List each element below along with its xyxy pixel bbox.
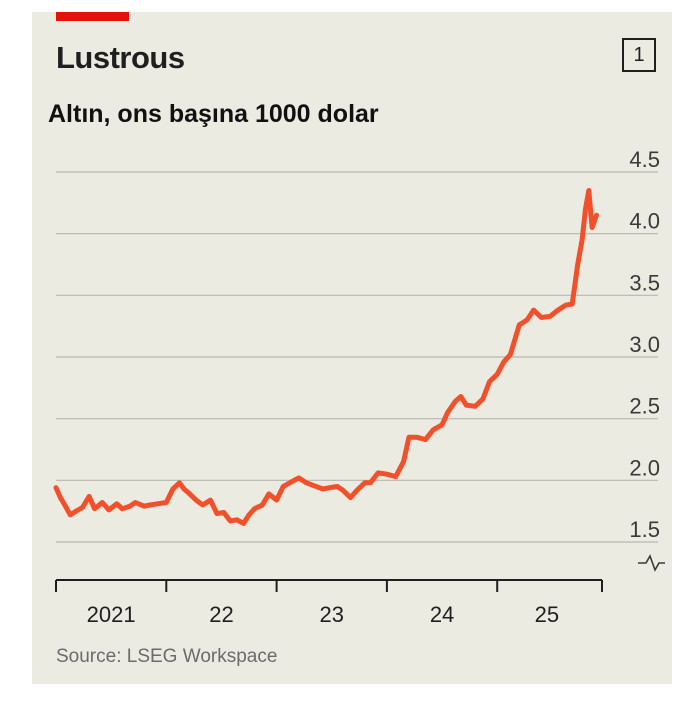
x-axis: 2021 22 23 24 25 (55, 579, 603, 627)
x-tick-label: 23 (320, 602, 344, 627)
brand-red-tag (56, 12, 129, 21)
x-tick-label: 25 (535, 602, 559, 627)
axis-break-mark (638, 554, 665, 572)
axis-break-icon (638, 554, 665, 572)
y-tick-label: 2.0 (629, 455, 660, 480)
x-tick-label: 2021 (87, 602, 136, 627)
x-tick-label: 22 (209, 602, 233, 627)
y-tick-label: 3.0 (629, 332, 660, 357)
series-layer (53, 188, 599, 526)
gold-price-line (53, 188, 599, 526)
chart-title: Lustrous (56, 40, 185, 75)
y-axis-ticks: 1.5 2.0 2.5 3.0 3.5 4.0 4.5 (629, 147, 660, 542)
source-note: Source: LSEG Workspace (56, 646, 278, 667)
y-tick-label: 2.5 (629, 394, 660, 419)
y-tick-label: 4.0 (629, 209, 660, 234)
x-tick-label: 24 (430, 602, 454, 627)
chart-number-badge: 1 (622, 38, 656, 72)
y-tick-label: 4.5 (629, 147, 660, 172)
gridlines (56, 171, 658, 543)
y-tick-label: 1.5 (629, 517, 660, 542)
y-tick-label: 3.5 (629, 270, 660, 295)
chart-panel (32, 12, 672, 684)
chart-subtitle: Altın, ons başına 1000 dolar (48, 100, 379, 128)
